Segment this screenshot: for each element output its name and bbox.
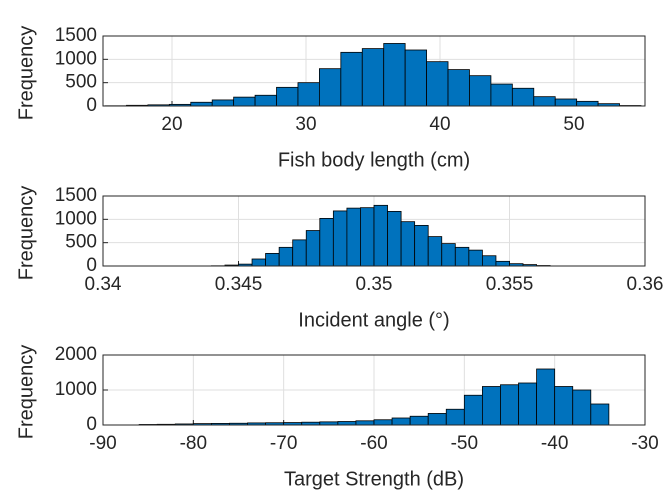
y-tick-label: 0 [86,414,97,435]
x-tick-label: 40 [429,114,450,135]
y-axis-label: Frequency [15,26,37,121]
histogram-bar [590,403,610,426]
y-tick-label: 2000 [55,344,97,365]
histogram-bar [383,43,406,107]
histogram-bar [495,260,510,267]
x-tick-label: -50 [451,433,478,454]
x-tick-label: 0.35 [356,274,393,295]
histogram-bar [572,389,592,426]
histogram-bar [346,207,361,267]
histogram-bar [414,224,429,267]
histogram-bar [427,236,443,267]
histogram-bar [554,386,574,426]
x-axis-label: Fish body length (cm) [278,149,470,171]
x-tick-label: 0.345 [215,274,263,295]
histogram-bar [447,69,470,107]
y-tick-label: 1500 [55,25,97,46]
histogram-bar [533,96,556,107]
histogram-bar [373,419,393,426]
x-tick-label: 20 [161,114,182,135]
histogram-bar [319,217,334,267]
axes-box [102,354,646,426]
x-axis-label: Target Strength (dB) [284,468,464,490]
x-tick-label: 50 [563,114,584,135]
histogram-bar [445,408,465,426]
histogram-bar [490,83,513,107]
histogram-bar [468,249,483,267]
y-tick-label: 1500 [55,185,97,206]
x-tick-label: -70 [270,433,297,454]
y-tick-label: 1000 [55,379,97,400]
histogram-bar [332,210,348,267]
histogram-bar [500,384,519,426]
y-tick-label: 0 [86,95,97,116]
histogram-bar [297,82,320,107]
histogram-bar [254,94,277,107]
histogram-bar [265,252,280,267]
histogram-bar [463,394,483,426]
histogram-bar [481,386,501,426]
histogram-bar [387,210,402,267]
histogram-bar [454,246,470,267]
y-tick-label: 0 [86,255,97,276]
histogram-bar [276,86,299,107]
y-axis-label: Frequency [15,186,37,281]
histogram-bar [251,258,267,267]
histogram-bar [576,100,599,107]
y-tick-label: 1000 [55,48,97,69]
histogram-bar [211,99,235,107]
histogram-bar [340,51,363,107]
histogram-bar [481,255,497,267]
x-tick-label: -40 [541,433,568,454]
histogram-bar [409,415,429,426]
x-tick-label: 0.34 [85,274,122,295]
histogram-bar [441,243,456,267]
histogram-bar [278,246,294,267]
histogram-bar [554,98,578,107]
histogram-bar [404,49,427,107]
x-tick-label: 0.36 [627,274,664,295]
histogram-bar [469,75,492,107]
histogram-bar [361,48,385,107]
histogram-bar [427,413,447,426]
histogram-bar [518,382,537,426]
x-tick-label: -30 [631,433,658,454]
histogram-bar [318,68,342,107]
histogram-bar [190,101,213,107]
histogram-bar [305,230,321,267]
x-axis-label: Incident angle (°) [298,309,449,331]
histogram-bar [360,207,375,267]
histogram-bar [536,368,556,426]
axes-box [102,195,646,267]
x-tick-label: -90 [89,433,116,454]
histogram-bar [233,96,256,107]
histogram-bar [391,417,411,426]
histogram-bar [337,421,357,426]
histogram-bar [373,204,388,267]
x-tick-label: -80 [180,433,207,454]
histogram-bar [511,87,535,107]
histogram-bar [400,221,416,267]
axes-box [102,35,646,107]
histogram-bar [426,61,449,107]
y-tick-label: 500 [65,232,97,253]
x-tick-label: 0.355 [486,274,534,295]
histogram-bar [292,239,307,267]
histogram-bar [355,420,375,426]
x-tick-label: 30 [295,114,316,135]
y-tick-label: 1000 [55,208,97,229]
x-tick-label: -60 [360,433,387,454]
y-tick-label: 500 [65,72,97,93]
y-axis-label: Frequency [15,345,37,440]
